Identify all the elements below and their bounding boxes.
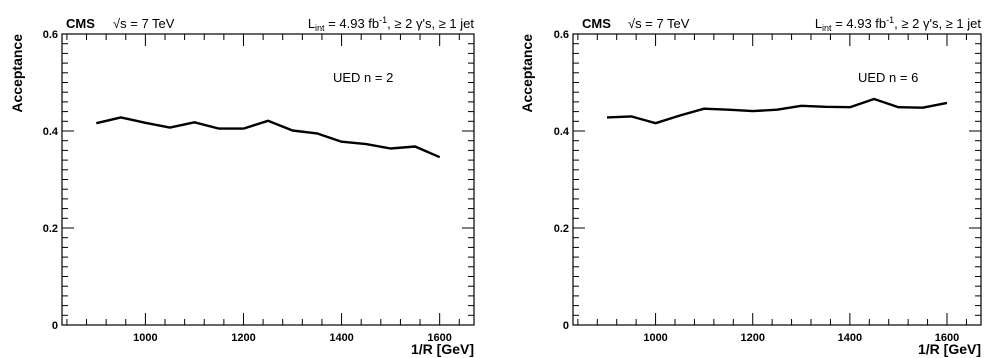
- lumi-selection: , ≥ 2 γ's, ≥ 1 jet: [387, 16, 474, 31]
- y-tick-label: 0.6: [43, 29, 58, 41]
- plot-frame: [61, 33, 475, 326]
- series-line: [606, 97, 948, 125]
- x-tick-label: 1400: [329, 332, 353, 344]
- lumi-superscript: -1: [379, 15, 387, 25]
- luminosity-label: Lint = 4.93 fb-1, ≥ 2 γ's, ≥ 1 jet: [308, 15, 475, 33]
- y-tick-label: 0.2: [43, 223, 58, 235]
- x-tick-label: 1400: [838, 332, 862, 344]
- y-tick-label: 0: [52, 320, 58, 332]
- luminosity-label: Lint = 4.93 fb-1, ≥ 2 γ's, ≥ 1 jet: [815, 15, 982, 33]
- lumi-symbol: L: [308, 16, 315, 31]
- experiment-label: CMS: [582, 16, 611, 31]
- experiment-label: CMS: [66, 16, 95, 31]
- y-tick-label: 0.4: [554, 126, 570, 138]
- lumi-value: = 4.93 fb: [325, 16, 380, 31]
- x-axis-title: 1/R [GeV]: [918, 341, 981, 357]
- lumi-subscript: int: [315, 23, 325, 33]
- series-layer: [96, 116, 441, 159]
- energy-label: √s = 7 TeV: [628, 16, 690, 31]
- chart-panel-right: 0 0.2 0.4 0.6 1000 1200 1400 1600 CMS √s = 7 T…: [519, 15, 982, 357]
- x-tick-label: 1600: [935, 332, 959, 344]
- model-annotation: UED n = 2: [333, 70, 393, 85]
- y-axis-title: Acceptance: [519, 34, 535, 113]
- series-line: [96, 116, 441, 159]
- y-axis-ticks: 0 0.2 0.4 0.6: [43, 29, 474, 332]
- lumi-superscript: -1: [886, 15, 894, 25]
- energy-label: √s = 7 TeV: [113, 16, 175, 31]
- chart-panel-left: 0 0.2 0.4 0.6 1000 1200 1400 1600 CMS √s = 7 T…: [9, 15, 475, 357]
- x-tick-label: 1600: [427, 332, 451, 344]
- x-axis-title: 1/R [GeV]: [411, 341, 474, 357]
- x-tick-label: 1000: [133, 332, 157, 344]
- y-tick-label: 0.6: [554, 29, 569, 41]
- lumi-selection: , ≥ 2 γ's, ≥ 1 jet: [894, 16, 981, 31]
- x-tick-label: 1200: [231, 332, 255, 344]
- lumi-subscript: int: [822, 23, 832, 33]
- y-tick-label: 0.4: [43, 126, 59, 138]
- lumi-value: = 4.93 fb: [832, 16, 887, 31]
- y-axis-ticks: 0 0.2 0.4 0.6: [554, 29, 981, 332]
- y-axis-title: Acceptance: [9, 34, 25, 113]
- plot-frame: [572, 33, 982, 326]
- lumi-symbol: L: [815, 16, 822, 31]
- x-axis-ticks: 1000 1200 1400 1600: [66, 34, 460, 344]
- x-tick-label: 1000: [643, 332, 667, 344]
- series-layer: [606, 97, 948, 125]
- x-tick-label: 1200: [740, 332, 764, 344]
- x-axis-ticks: 1000 1200 1400 1600: [577, 34, 967, 344]
- y-tick-label: 0.2: [554, 223, 569, 235]
- y-tick-label: 0: [563, 320, 569, 332]
- model-annotation: UED n = 6: [858, 70, 918, 85]
